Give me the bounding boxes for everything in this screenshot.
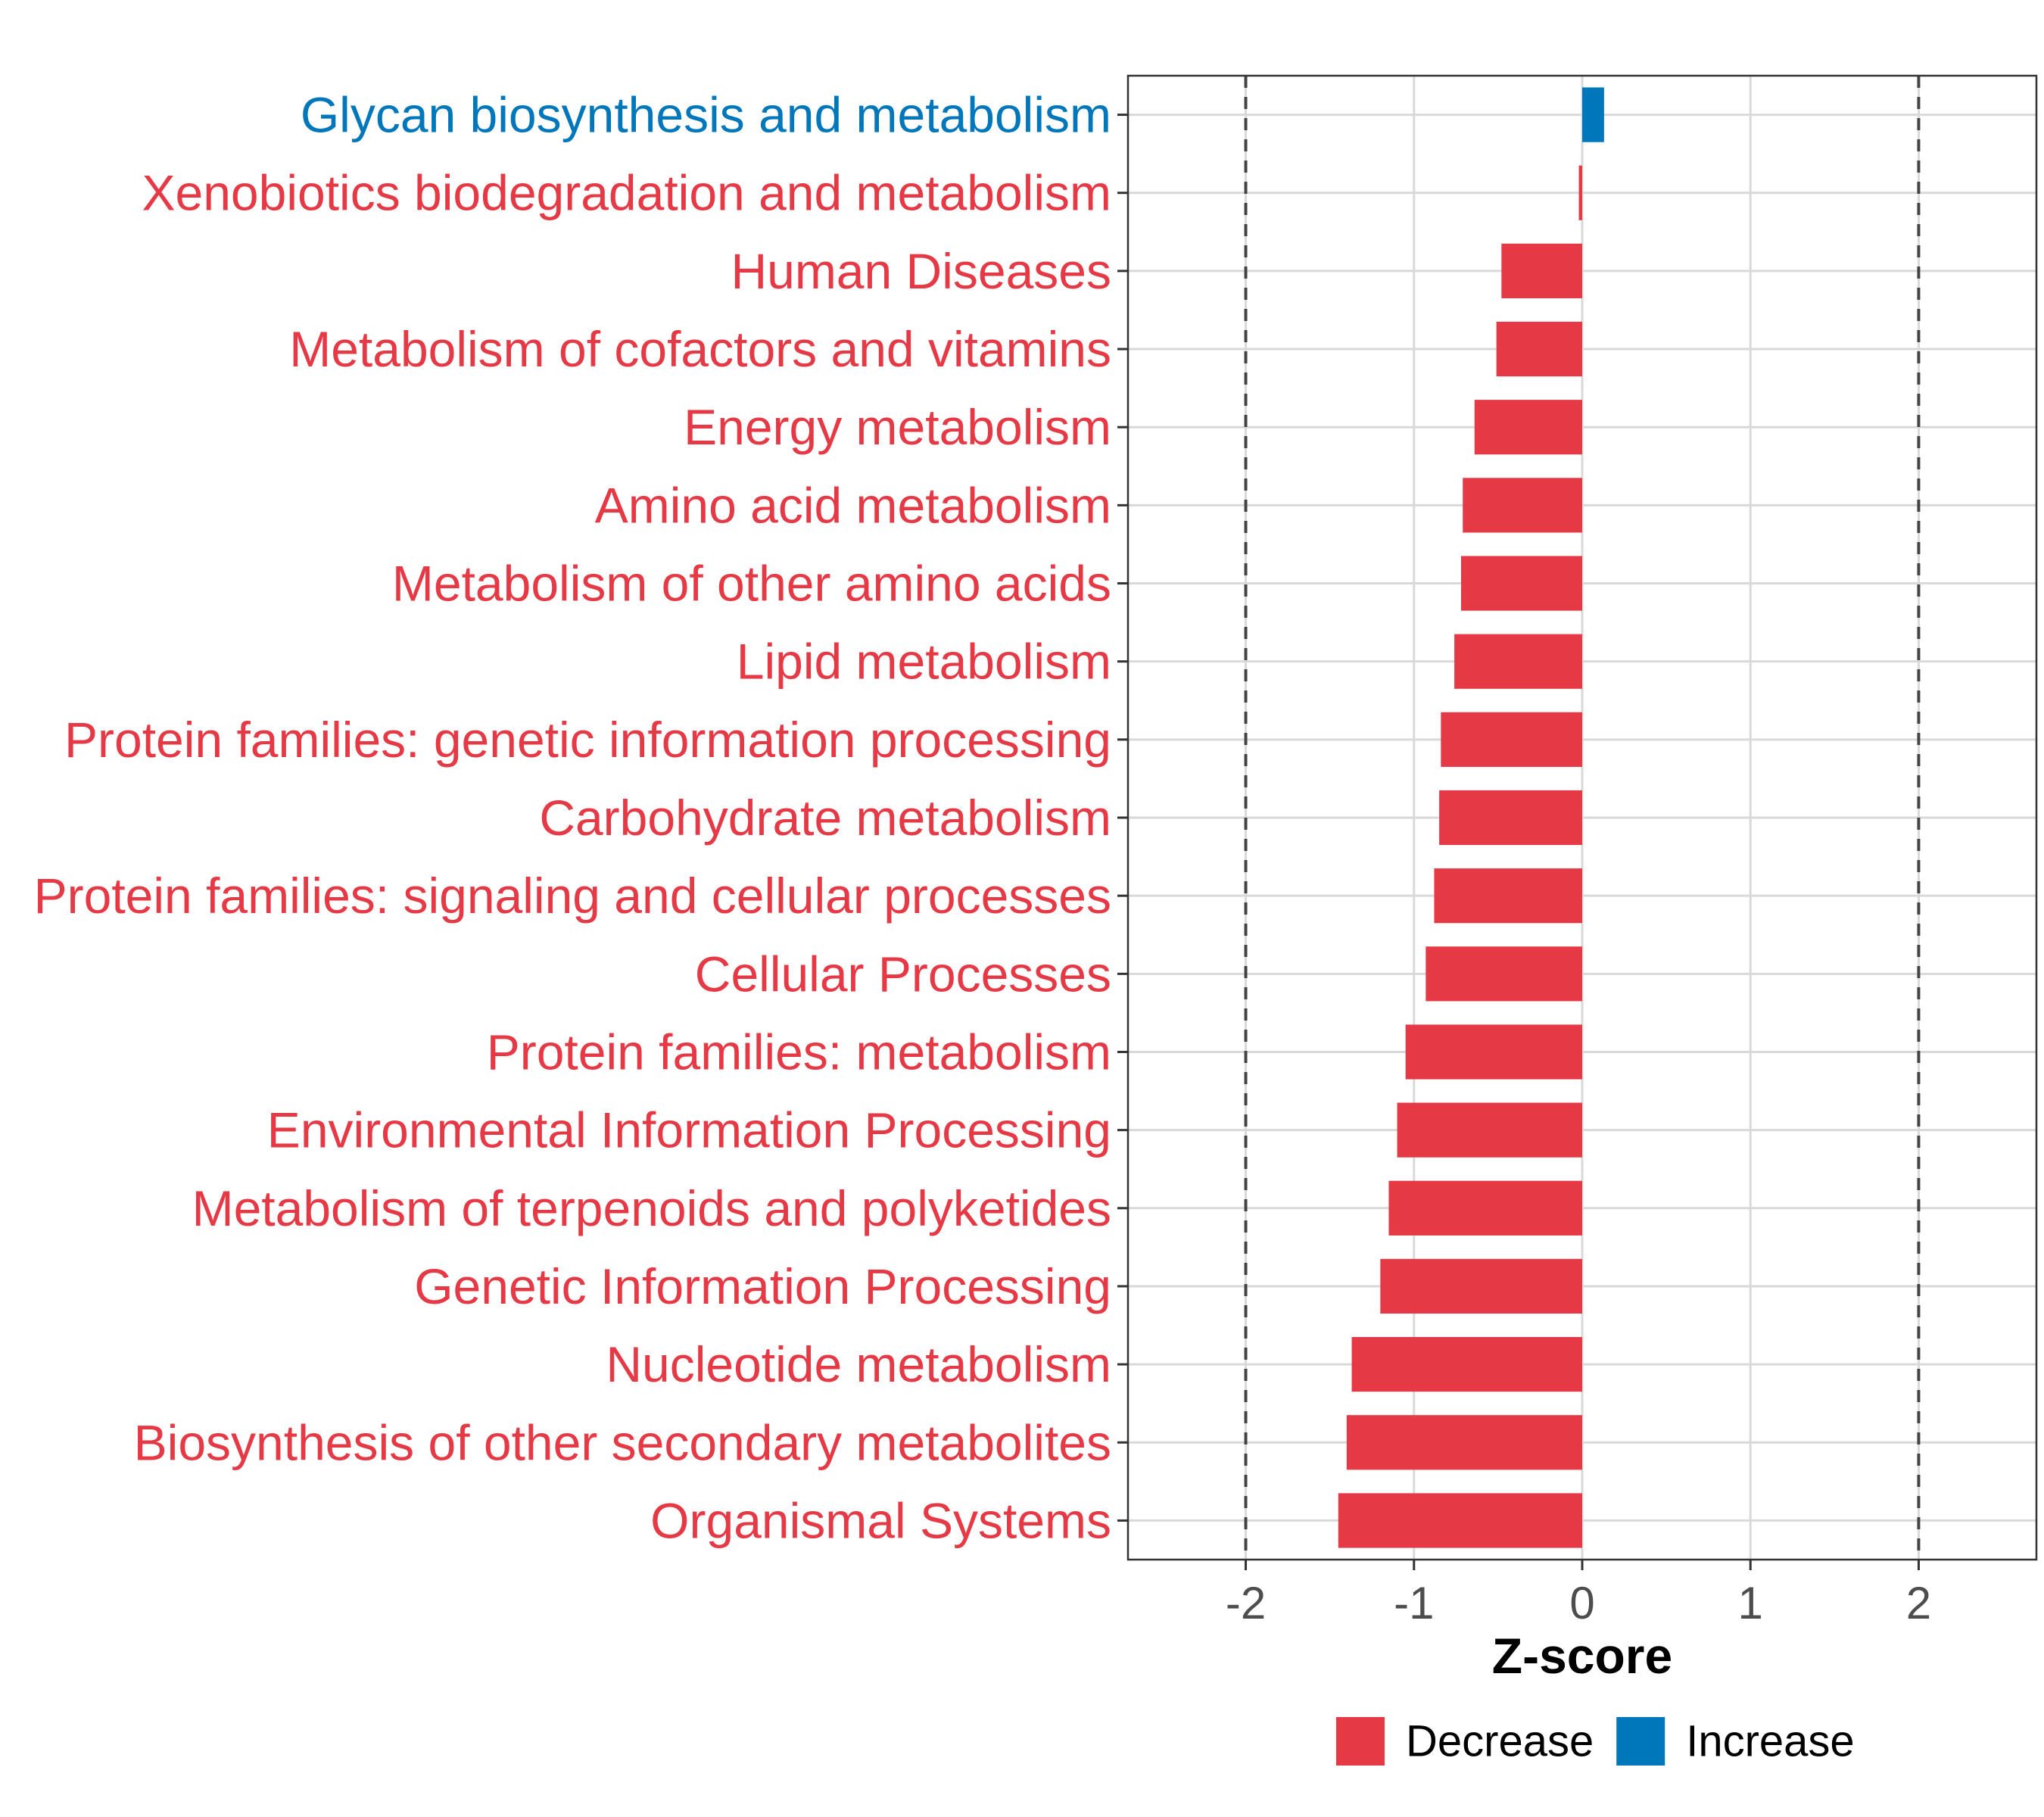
legend-label: Decrease [1406,1717,1594,1766]
bar [1454,634,1582,689]
x-tick-label: 1 [1738,1578,1763,1628]
bar [1405,1024,1582,1080]
bar [1582,87,1604,142]
category-label: Xenobiotics biodegradation and metabolis… [142,165,1112,221]
category-label: Protein families: metabolism [487,1024,1111,1080]
category-label: Nucleotide metabolism [606,1336,1111,1392]
category-label: Genetic Information Processing [414,1258,1111,1314]
category-label: Glycan biosynthesis and metabolism [301,87,1111,143]
x-tick-label: -2 [1226,1578,1266,1628]
legend-swatch [1616,1717,1665,1766]
category-label: Amino acid metabolism [595,477,1111,533]
category-label: Metabolism of terpenoids and polyketides [192,1180,1111,1236]
category-label: Protein families: genetic information pr… [64,712,1111,768]
category-label: Organismal Systems [650,1492,1111,1548]
legend: Decrease Increase [1336,1717,1855,1766]
category-label: Carbohydrate metabolism [539,790,1111,846]
y-axis-labels: Glycan biosynthesis and metabolism Xenobi… [34,87,1111,1549]
bar [1346,1415,1582,1470]
legend-swatch [1336,1717,1385,1766]
reference-lines [1244,76,1921,1560]
category-label: Protein families: signaling and cellular… [34,868,1111,924]
category-label: Metabolism of other amino acids [392,556,1111,612]
bar [1351,1337,1582,1392]
bar [1441,712,1582,767]
x-tick-label: -1 [1394,1578,1434,1628]
x-axis-ticks: -2 -1 0 1 2 [1226,1560,1931,1628]
bar [1338,1493,1582,1548]
category-label: Cellular Processes [695,946,1111,1002]
x-axis-title: Z-score [1492,1628,1672,1684]
x-tick-label: 2 [1906,1578,1931,1628]
bar [1434,868,1582,924]
legend-label: Increase [1686,1717,1854,1766]
category-label: Lipid metabolism [737,634,1111,690]
category-label: Human Diseases [731,243,1111,299]
bar [1380,1258,1582,1314]
x-tick-label: 0 [1569,1578,1594,1628]
bar [1388,1180,1582,1236]
bar [1439,790,1582,846]
category-label: Biosynthesis of other secondary metaboli… [134,1414,1111,1470]
category-label: Metabolism of cofactors and vitamins [289,321,1111,377]
bar [1461,556,1582,611]
bar [1397,1102,1582,1158]
bar [1496,321,1582,377]
bar [1474,400,1582,455]
category-label: Energy metabolism [684,399,1111,455]
y-axis-ticks [1117,114,1128,1522]
bars [1338,87,1604,1548]
bar [1463,478,1582,533]
bar [1501,243,1582,298]
category-label: Environmental Information Processing [267,1102,1111,1158]
bar [1578,165,1582,220]
bar [1426,946,1582,1002]
